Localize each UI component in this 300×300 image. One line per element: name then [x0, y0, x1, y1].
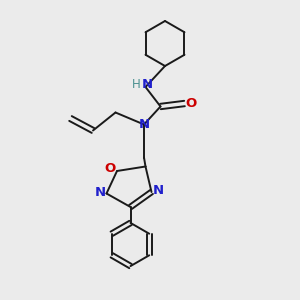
Text: N: N	[152, 184, 164, 197]
Text: H: H	[131, 78, 140, 91]
Text: N: N	[141, 78, 153, 91]
Text: N: N	[94, 185, 106, 199]
Text: N: N	[138, 118, 150, 131]
Text: O: O	[105, 162, 116, 175]
Text: O: O	[185, 97, 196, 110]
